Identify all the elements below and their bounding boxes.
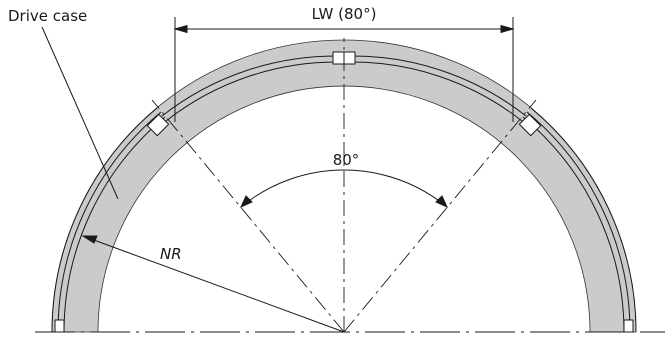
end-block-left — [54, 319, 65, 333]
drive-case-leader — [41, 26, 119, 200]
nr-label: NR — [160, 245, 182, 263]
casing-segment-top — [161, 55, 527, 122]
nr-dimension — [81, 235, 345, 333]
joint-blocks — [54, 51, 634, 333]
angle-arc — [239, 169, 449, 209]
casing-segment-left — [51, 107, 166, 333]
lw-dimension — [173, 17, 515, 122]
joint-right — [518, 113, 542, 137]
joint-left — [146, 113, 170, 137]
lw-label: LW (80°) — [312, 5, 377, 23]
casing-segment-right — [522, 107, 637, 333]
drive-case-label: Drive case — [8, 7, 87, 25]
centerlines — [151, 38, 537, 333]
angle-label: 80° — [333, 151, 360, 169]
end-block-right — [623, 319, 634, 333]
